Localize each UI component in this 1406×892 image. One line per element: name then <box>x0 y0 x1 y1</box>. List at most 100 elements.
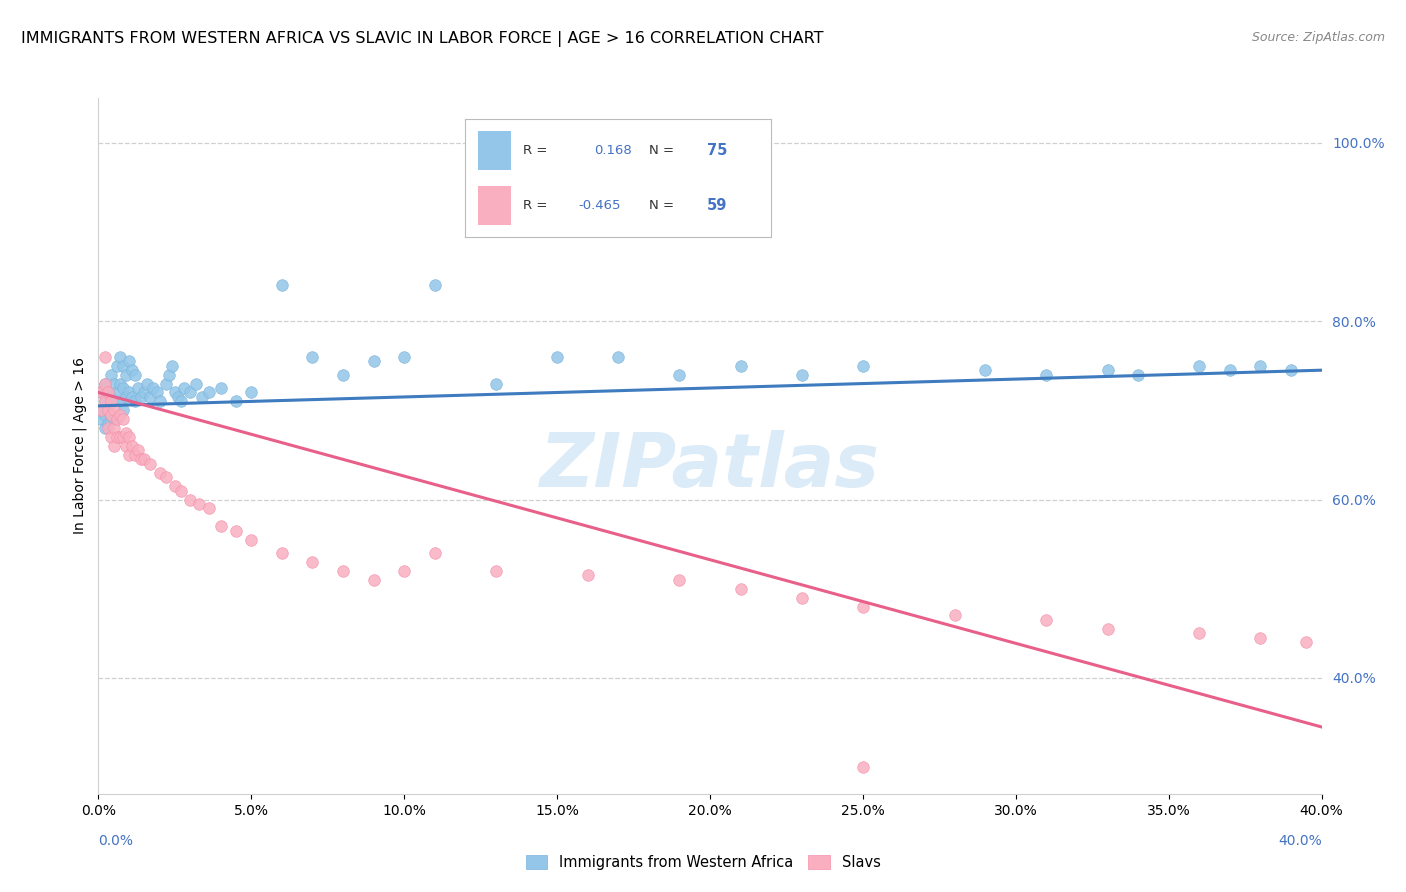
Point <box>974 363 997 377</box>
Point <box>1097 363 1119 377</box>
Point <box>240 385 263 400</box>
Point <box>100 394 122 409</box>
Point <box>97 417 120 431</box>
Point <box>179 492 201 507</box>
Point <box>170 394 193 409</box>
Point <box>1249 359 1271 373</box>
Point <box>332 368 354 382</box>
Point <box>97 385 120 400</box>
Point <box>485 376 508 391</box>
Point <box>1035 613 1057 627</box>
Point <box>103 394 125 409</box>
Point <box>423 278 446 293</box>
Point <box>188 497 211 511</box>
Text: ZIPatlas: ZIPatlas <box>540 430 880 503</box>
Point <box>111 412 134 426</box>
Point <box>115 425 138 440</box>
Point <box>576 568 599 582</box>
Point <box>163 479 186 493</box>
Point <box>136 376 159 391</box>
Point <box>90 385 112 400</box>
Point <box>730 582 752 596</box>
Point <box>668 573 690 587</box>
Point <box>392 564 416 578</box>
Point <box>392 350 416 364</box>
Point <box>105 430 128 444</box>
Point <box>790 591 813 605</box>
Point <box>145 385 167 400</box>
Text: 0.0%: 0.0% <box>98 834 134 848</box>
Legend: Immigrants from Western Africa, Slavs: Immigrants from Western Africa, Slavs <box>520 849 886 876</box>
Point <box>191 390 214 404</box>
Y-axis label: In Labor Force | Age > 16: In Labor Force | Age > 16 <box>73 358 87 534</box>
Point <box>790 368 813 382</box>
Text: Source: ZipAtlas.com: Source: ZipAtlas.com <box>1251 31 1385 45</box>
Point <box>118 430 141 444</box>
Point <box>127 381 149 395</box>
Point <box>97 403 120 417</box>
Point <box>179 385 201 400</box>
Point <box>301 350 323 364</box>
Point <box>103 403 125 417</box>
Text: IMMIGRANTS FROM WESTERN AFRICA VS SLAVIC IN LABOR FORCE | AGE > 16 CORRELATION C: IMMIGRANTS FROM WESTERN AFRICA VS SLAVIC… <box>21 31 824 47</box>
Point <box>93 376 115 391</box>
Point <box>93 408 115 422</box>
Point <box>170 483 193 498</box>
Point <box>121 390 143 404</box>
Point <box>149 394 172 409</box>
Point <box>108 430 131 444</box>
Point <box>668 368 690 382</box>
Point <box>225 394 247 409</box>
Point <box>115 368 138 382</box>
Point <box>1295 635 1317 649</box>
Point <box>167 390 190 404</box>
Point <box>111 359 134 373</box>
Point <box>423 546 446 560</box>
Point <box>90 385 112 400</box>
Point <box>139 457 162 471</box>
Point <box>1249 631 1271 645</box>
Point <box>139 390 162 404</box>
Point <box>1097 622 1119 636</box>
Point <box>115 390 138 404</box>
Point <box>332 564 354 578</box>
Point <box>108 394 131 409</box>
Point <box>100 408 122 422</box>
Point <box>90 403 112 417</box>
Point <box>93 350 115 364</box>
Point <box>943 608 966 623</box>
Point <box>730 359 752 373</box>
Point <box>852 760 875 774</box>
Point <box>100 390 122 404</box>
Point <box>124 368 146 382</box>
Point <box>105 412 128 426</box>
Point <box>97 421 120 435</box>
Point <box>301 555 323 569</box>
Point <box>363 354 385 368</box>
Point <box>121 363 143 377</box>
Point <box>852 599 875 614</box>
Point <box>546 350 568 364</box>
Point <box>105 385 128 400</box>
Point <box>93 394 115 409</box>
Point <box>1035 368 1057 382</box>
Point <box>100 430 122 444</box>
Point <box>160 359 183 373</box>
Point <box>90 412 112 426</box>
Point <box>363 573 385 587</box>
Point <box>90 403 112 417</box>
Point <box>149 466 172 480</box>
Point <box>124 394 146 409</box>
Point <box>127 443 149 458</box>
Point <box>124 448 146 462</box>
Point <box>108 350 131 364</box>
Point <box>129 452 152 467</box>
Point <box>157 368 180 382</box>
Point <box>485 564 508 578</box>
Point <box>163 385 186 400</box>
Point <box>607 350 630 364</box>
Point <box>93 376 115 391</box>
Point <box>1219 363 1241 377</box>
Point <box>209 381 232 395</box>
Point <box>93 394 115 409</box>
